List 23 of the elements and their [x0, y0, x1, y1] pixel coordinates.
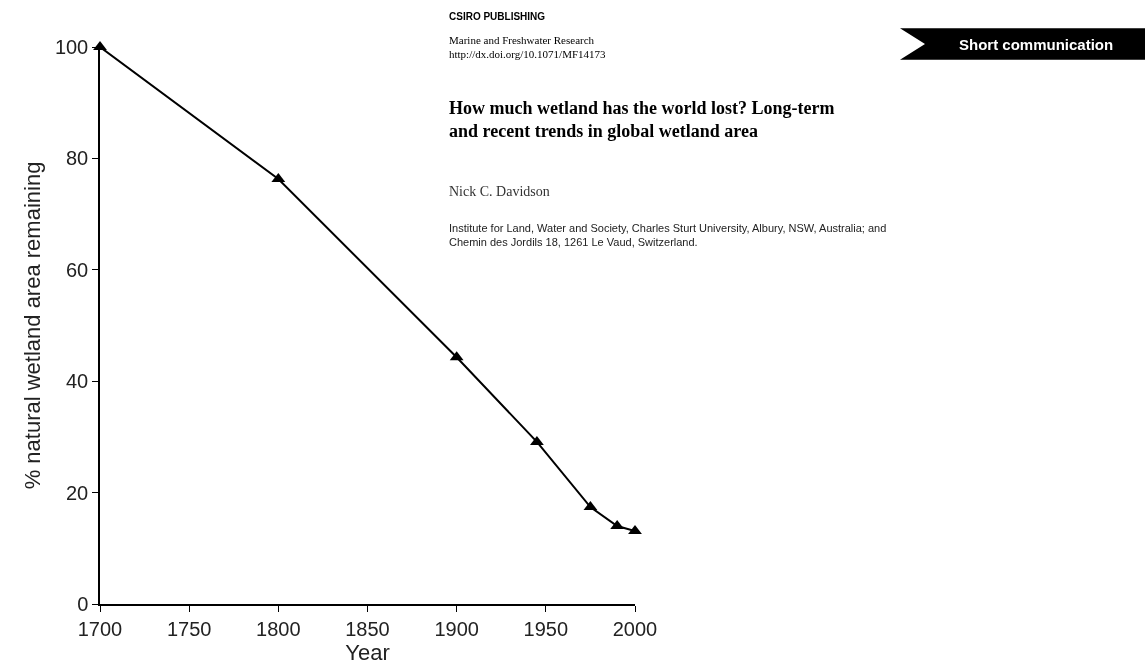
y-tick-label: 0 — [77, 593, 89, 615]
annotation: Nick C. Davidson — [449, 184, 550, 199]
y-tick-label: 40 — [66, 370, 89, 393]
x-tick-label: 1750 — [166, 617, 212, 640]
annotation: How much wetland has the world lost? Long-term and recent trends in global wetland area — [449, 98, 835, 142]
text: CSIRO PUBLISHING — [449, 11, 546, 22]
x-tick-label: 1950 — [523, 617, 569, 640]
y-axis-title: % natural wetland area remaining — [20, 161, 46, 490]
y-tick-label: 80 — [66, 147, 89, 170]
x-tick-label: 1850 — [345, 617, 390, 640]
y-tick-label: 20 — [66, 481, 89, 504]
annotation: http://dx.doi.org/10.1071/MF14173 — [449, 48, 607, 60]
text: Short communication — [959, 36, 1114, 53]
text: Marine and Freshwater Research — [449, 34, 595, 46]
x-tick-label: 2000 — [612, 617, 658, 640]
x-axis-title: Year — [345, 639, 390, 665]
y-tick-label: 100 — [54, 36, 89, 58]
annotation: Institute for Land, Water and Society, Charles Sturt University, Albury, NSW, Australia; and Chemin des Jordils 18, 1261 Le Vaud, Switzerland. — [449, 222, 887, 249]
y-tick-label: 60 — [66, 258, 89, 281]
point — [628, 525, 642, 535]
x-tick-label: 1800 — [256, 617, 301, 640]
x-tick-label: 1900 — [434, 617, 479, 640]
x-tick-label: 1700 — [77, 617, 123, 640]
